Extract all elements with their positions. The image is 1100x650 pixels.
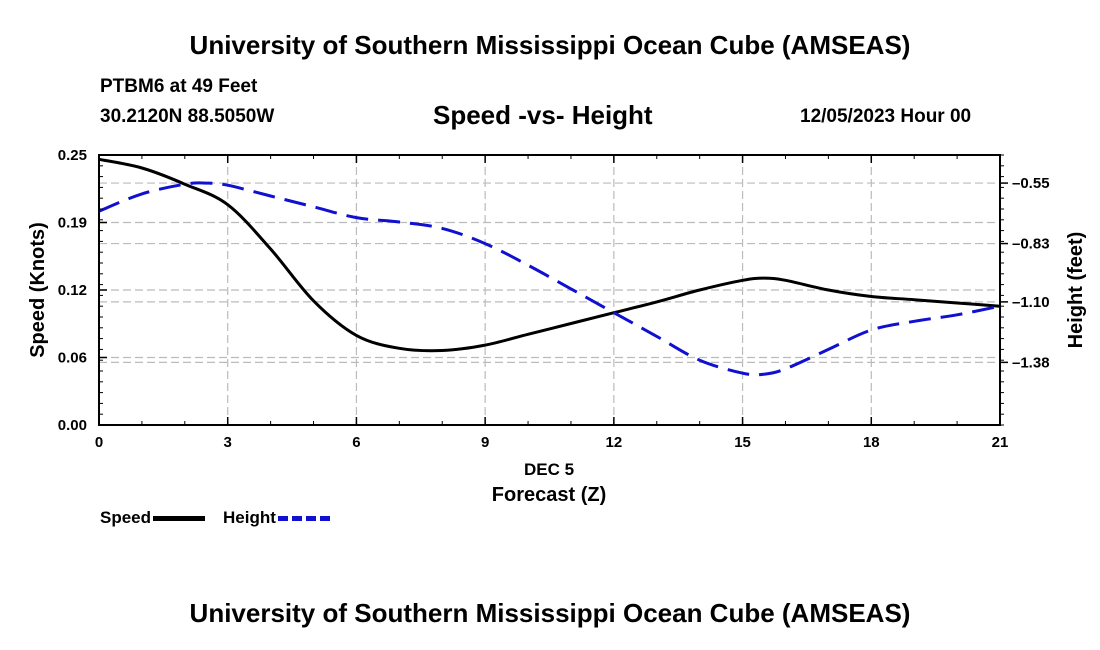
y2-tick-label: –0.55 (1012, 175, 1050, 192)
x-tick-label: 6 (352, 434, 360, 451)
x-tick-label: 9 (481, 434, 489, 451)
speed-series-line (98, 157, 1001, 353)
station-coordinates: 30.2120N 88.5050W (100, 106, 275, 127)
y-tick-label: 0.12 (58, 282, 87, 299)
footer-title: University of Southern Mississippi Ocean… (189, 598, 911, 628)
y2-tick-label: –0.83 (1012, 236, 1050, 253)
legend-height-swatch (277, 515, 330, 521)
y2-tick-label: –1.38 (1012, 354, 1050, 371)
station-label: PTBM6 at 49 Feet (100, 76, 258, 97)
x-tick-label: 3 (224, 434, 232, 451)
x-axis-label: Forecast (Z) (492, 484, 606, 506)
y-axis-label: Speed (Knots) (27, 222, 49, 358)
y-tick-label: 0.19 (58, 215, 87, 232)
axis-ticks (98, 154, 1008, 426)
main-title: University of Southern Mississippi Ocean… (189, 30, 911, 60)
y2-tick-label: –1.10 (1012, 294, 1050, 311)
x-tick-label: 15 (734, 434, 751, 451)
y-tick-label: 0.25 (58, 147, 87, 164)
x-tick-label: 21 (992, 434, 1009, 451)
y-tick-label: 0.06 (58, 350, 87, 367)
y2-axis-label: Height (feet) (1065, 232, 1087, 349)
grid-lines (99, 155, 1000, 425)
legend-speed-swatch (153, 515, 206, 521)
x-tick-label: 18 (863, 434, 880, 451)
series-layer (98, 157, 1001, 377)
chart-subtitle: Speed -vs- Height (433, 100, 653, 130)
y-tick-label: 0.00 (58, 417, 87, 434)
legend-height-label: Height (223, 508, 276, 527)
axis-tick-labels: 0 3 6 9 12 15 18 21 0.00 0.06 0.12 0.19 0.25 –0.55 –0.… (58, 147, 1050, 451)
legend: Speed Height (100, 508, 348, 528)
x-tick-label: 12 (606, 434, 623, 451)
forecast-datetime: 12/05/2023 Hour 00 (800, 106, 972, 127)
height-series-line (98, 181, 1001, 377)
x-axis-date-label: DEC 5 (524, 460, 574, 479)
x-tick-label: 0 (95, 434, 103, 451)
legend-speed-label: Speed (100, 508, 152, 527)
